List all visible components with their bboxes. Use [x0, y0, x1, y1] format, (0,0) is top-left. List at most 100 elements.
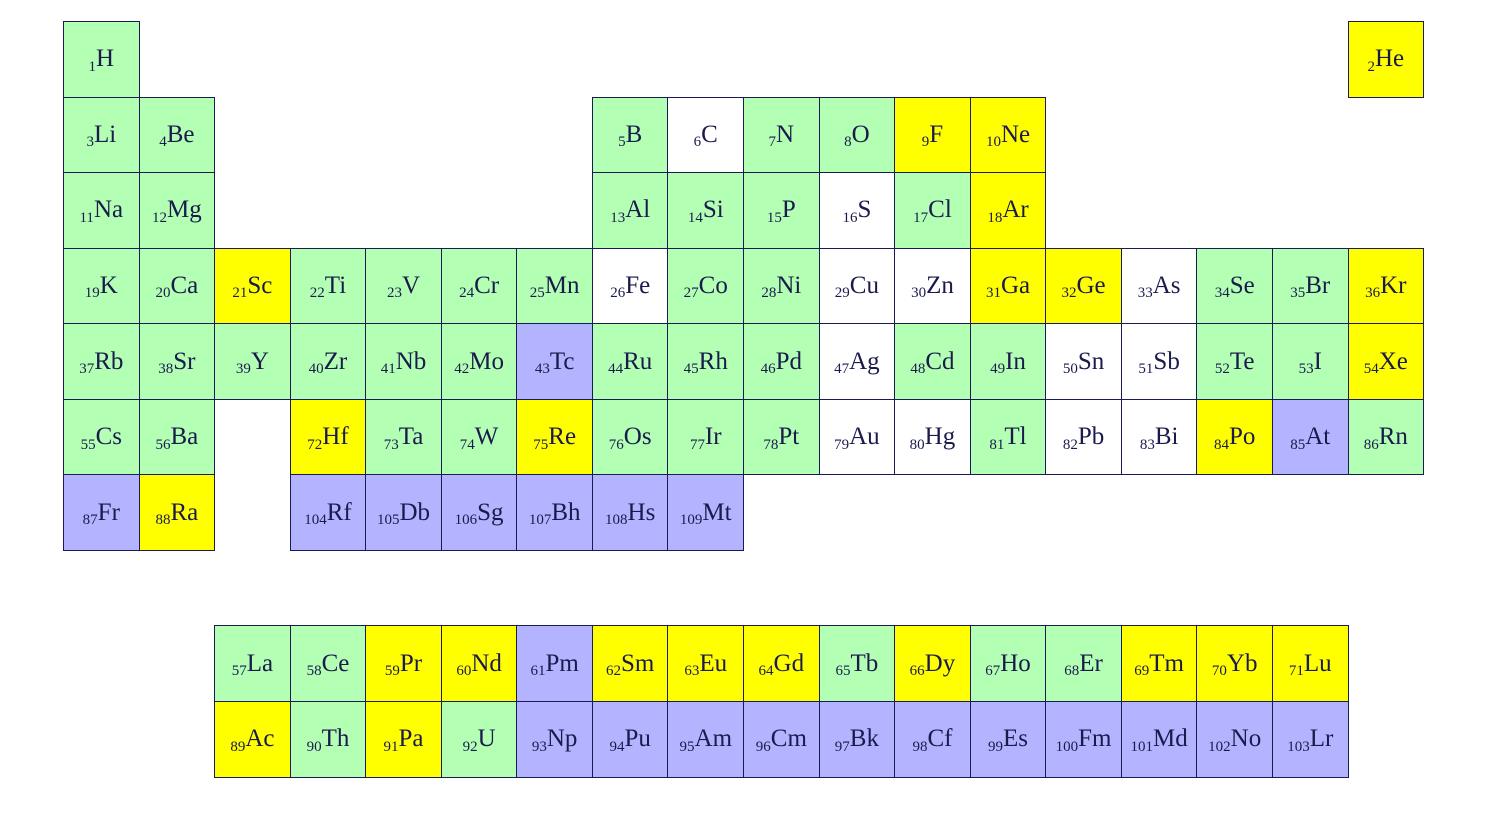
- atomic-number: 40: [308, 361, 324, 378]
- element-cell-ga: 31 Ga: [969, 247, 1047, 325]
- element-symbol: He: [1374, 45, 1405, 73]
- element-symbol: Re: [548, 423, 577, 451]
- atomic-number: 17: [913, 209, 929, 226]
- element-cell-pa: 91 Pa: [365, 701, 442, 778]
- element-symbol: Ar: [1002, 196, 1029, 224]
- element-cell-nb: 41 Nb: [365, 323, 442, 400]
- element-cell-au: 79 Au: [818, 398, 896, 476]
- element-symbol: V: [402, 271, 421, 299]
- atomic-number: 94: [609, 738, 625, 755]
- element-symbol: Cu: [849, 271, 879, 299]
- atomic-number: 56: [155, 436, 171, 453]
- element-symbol: Pm: [545, 649, 579, 677]
- atomic-number: 98: [912, 738, 928, 755]
- atomic-number: 60: [456, 663, 472, 680]
- element-symbol: H: [96, 45, 115, 73]
- element-symbol: Sn: [1077, 347, 1105, 375]
- element-symbol: Cf: [927, 725, 953, 753]
- element-symbol: Gd: [773, 649, 805, 677]
- element-symbol: Sm: [621, 649, 655, 677]
- element-cell-cd: 48 Cd: [894, 323, 971, 400]
- element-cell-y: 39 Y: [214, 323, 291, 400]
- element-cell-w: 74 W: [440, 398, 518, 476]
- element-symbol: Ni: [776, 271, 802, 299]
- element-symbol: Ta: [398, 423, 424, 451]
- element-cell-pd: 46 Pd: [743, 323, 820, 400]
- element-symbol: Mo: [469, 347, 504, 375]
- element-cell-sr: 38 Sr: [138, 323, 216, 400]
- element-cell-bh: 107 Bh: [516, 474, 593, 551]
- element-symbol: B: [625, 120, 643, 148]
- element-symbol: Pa: [398, 725, 424, 753]
- atomic-number: 86: [1363, 436, 1379, 453]
- atomic-number: 57: [231, 663, 247, 680]
- element-cell-ba: 56 Ba: [138, 398, 216, 476]
- element-symbol: Pr: [399, 649, 423, 677]
- atomic-number: 61: [530, 663, 546, 680]
- atomic-number: 81: [989, 436, 1005, 453]
- atomic-number: 19: [84, 285, 100, 302]
- element-symbol: Fm: [1078, 725, 1112, 753]
- atomic-number: 76: [608, 436, 624, 453]
- element-symbol: Ca: [170, 271, 199, 299]
- element-cell-fm: 100 Fm: [1045, 701, 1122, 778]
- element-symbol: Fr: [97, 498, 120, 526]
- element-symbol: Eu: [699, 649, 728, 677]
- element-symbol: K: [99, 271, 118, 299]
- element-cell-es: 99 Es: [969, 701, 1047, 778]
- element-cell-at: 85 At: [1271, 398, 1349, 476]
- atomic-number: 85: [1290, 436, 1306, 453]
- atomic-number: 75: [533, 436, 549, 453]
- element-cell-k: 19 K: [63, 247, 140, 325]
- atomic-number: 108: [605, 512, 628, 529]
- element-cell-bk: 97 Bk: [818, 701, 896, 778]
- element-cell-na: 11 Na: [63, 172, 140, 249]
- element-cell-v: 23 V: [365, 247, 442, 325]
- element-symbol: Y: [250, 347, 269, 375]
- atomic-number: 83: [1139, 436, 1155, 453]
- atomic-number: 96: [755, 738, 771, 755]
- element-cell-ho: 67 Ho: [969, 625, 1047, 703]
- atomic-number: 48: [910, 361, 926, 378]
- element-symbol: Mn: [544, 271, 580, 299]
- element-symbol: Nd: [471, 649, 502, 677]
- atomic-number: 18: [987, 209, 1003, 226]
- element-cell-ti: 22 Ti: [289, 247, 367, 325]
- element-cell-cl: 17 Cl: [894, 172, 971, 249]
- element-cell-fr: 87 Fr: [63, 474, 140, 551]
- atomic-number: 24: [459, 285, 475, 302]
- element-symbol: At: [1305, 423, 1331, 451]
- atomic-number: 77: [689, 436, 705, 453]
- atomic-number: 11: [79, 209, 94, 226]
- element-cell-ac: 89 Ac: [214, 701, 291, 778]
- element-symbol: Ho: [1000, 649, 1031, 677]
- element-symbol: Mg: [166, 196, 202, 224]
- element-symbol: Xe: [1378, 347, 1408, 375]
- atomic-number: 36: [1365, 285, 1381, 302]
- element-symbol: Be: [166, 120, 195, 148]
- atomic-number: 2: [1367, 58, 1375, 75]
- element-cell-p: 15 P: [743, 172, 820, 249]
- element-cell-ru: 44 Ru: [591, 323, 669, 400]
- element-symbol: Ru: [623, 347, 653, 375]
- atomic-number: 22: [309, 285, 325, 302]
- atomic-number: 69: [1134, 663, 1150, 680]
- element-symbol: Ge: [1076, 271, 1106, 299]
- element-cell-as: 33 As: [1120, 247, 1198, 325]
- element-symbol: U: [477, 725, 496, 753]
- element-symbol: Sb: [1153, 347, 1180, 375]
- element-symbol: Ac: [245, 725, 275, 753]
- element-symbol: Ag: [849, 347, 880, 375]
- element-symbol: Al: [625, 196, 651, 224]
- element-symbol: S: [857, 196, 872, 224]
- element-symbol: Rb: [94, 347, 124, 375]
- element-symbol: Cr: [474, 271, 500, 299]
- atomic-number: 10: [985, 134, 1001, 151]
- atomic-number: 79: [834, 436, 850, 453]
- element-cell-sn: 50 Sn: [1045, 323, 1122, 400]
- element-cell-pr: 59 Pr: [365, 625, 442, 703]
- element-cell-ra: 88 Ra: [138, 474, 216, 551]
- element-symbol: Hs: [627, 498, 656, 526]
- element-cell-er: 68 Er: [1045, 625, 1122, 703]
